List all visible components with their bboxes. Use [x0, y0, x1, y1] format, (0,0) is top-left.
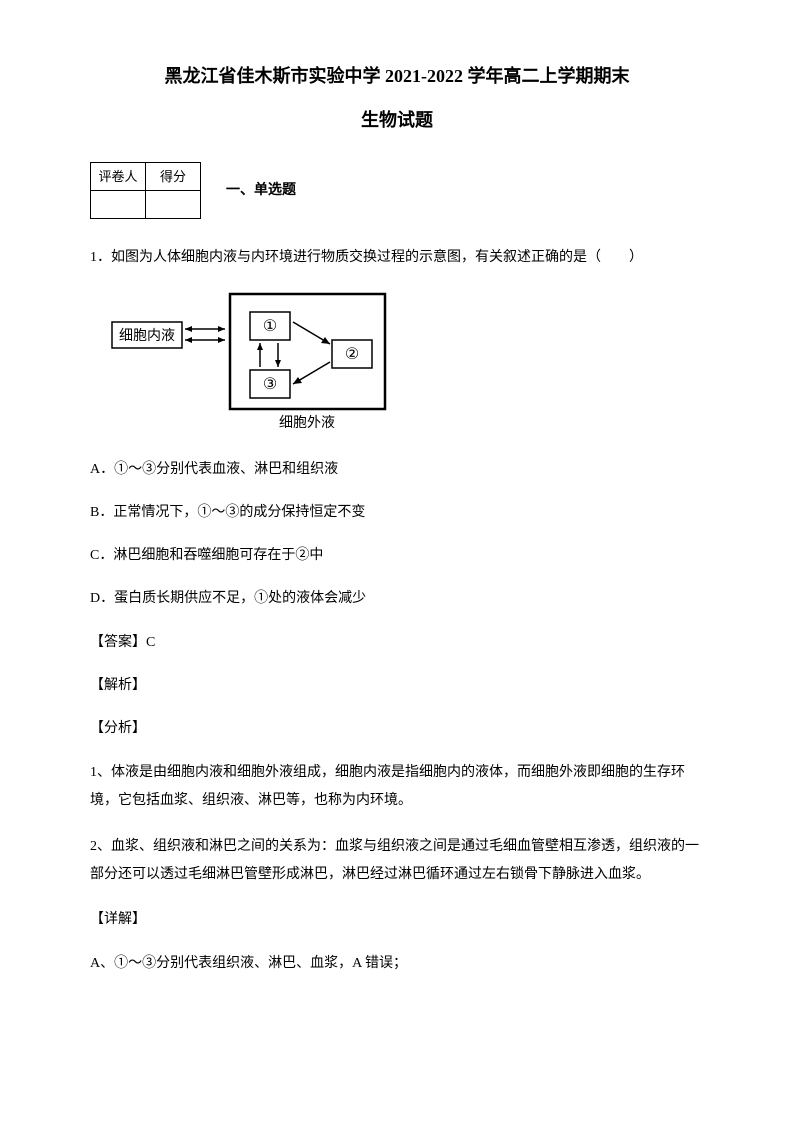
fluid-exchange-diagram: 细胞内液 ① ② ③ 细胞外液: [110, 292, 390, 437]
diagram-container: 细胞内液 ① ② ③ 细胞外液: [110, 292, 704, 437]
score-cell-1: [91, 190, 146, 218]
score-header-1: 评卷人: [91, 162, 146, 190]
analysis-text-1: 1、体液是由细胞内液和细胞外液组成，细胞内液是指细胞内的液体，而细胞外液即细胞的…: [90, 759, 704, 815]
fenxi-label: 【分析】: [90, 716, 704, 741]
question-body: 如图为人体细胞内液与内环境进行物质交换过程的示意图，有关叙述正确的是（ ）: [111, 250, 643, 265]
question-number: 1．: [90, 250, 111, 265]
node-1: ①: [263, 318, 277, 335]
question-text: 1．如图为人体细胞内液与内环境进行物质交换过程的示意图，有关叙述正确的是（ ）: [90, 244, 704, 272]
title-line2: 生物试题: [90, 104, 704, 136]
node-3: ③: [263, 376, 277, 393]
option-c: C．淋巴细胞和吞噬细胞可存在于②中: [90, 543, 704, 568]
label-cell-fluid: 细胞内液: [119, 328, 175, 344]
score-section: 评卷人 得分 一、单选题: [90, 162, 704, 219]
option-b: B．正常情况下，①～③的成分保持恒定不变: [90, 500, 704, 525]
detail-label: 【详解】: [90, 907, 704, 932]
analysis-label: 【解析】: [90, 673, 704, 698]
node-2: ②: [345, 346, 359, 363]
answer-label: 【答案】: [90, 635, 146, 650]
answer-section: 【答案】C: [90, 630, 704, 655]
analysis-text-2: 2、血浆、组织液和淋巴之间的关系为：血浆与组织液之间是通过毛细血管壁相互渗透，组…: [90, 833, 704, 889]
score-cell-2: [146, 190, 201, 218]
title-line1: 黑龙江省佳木斯市实验中学 2021-2022 学年高二上学期期末: [90, 60, 704, 92]
score-header-2: 得分: [146, 162, 201, 190]
analysis-text-3: A、①～③分别代表组织液、淋巴、血浆，A 错误；: [90, 950, 704, 978]
answer-value: C: [146, 635, 155, 650]
option-d: D．蛋白质长期供应不足，①处的液体会减少: [90, 586, 704, 611]
score-table: 评卷人 得分: [90, 162, 201, 219]
label-outer-fluid: 细胞外液: [279, 415, 335, 431]
section-heading: 一、单选题: [226, 178, 296, 203]
option-a: A．①～③分别代表血液、淋巴和组织液: [90, 457, 704, 482]
